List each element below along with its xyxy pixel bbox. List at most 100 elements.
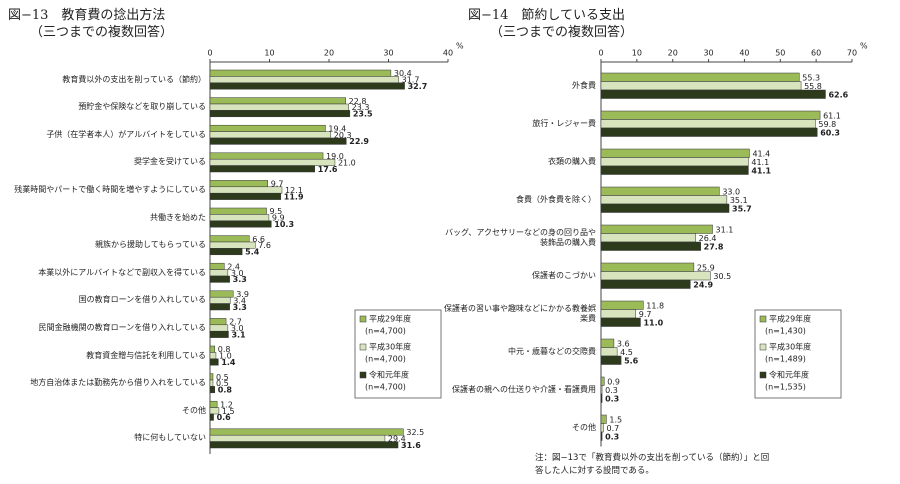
value-label: 1.4 <box>221 358 236 367</box>
category-label: 教育資金贈与信託を利用している <box>86 350 206 360</box>
bar <box>600 157 749 167</box>
category-label: 外食費 <box>572 80 596 90</box>
category-label: 保護者のこづかい <box>532 270 596 280</box>
bar <box>209 428 404 436</box>
value-label: 26.4 <box>699 234 717 243</box>
bar <box>209 192 282 200</box>
value-label: 3.3 <box>233 303 247 312</box>
value-label: 1.5 <box>222 407 235 416</box>
bar <box>209 137 347 145</box>
legend-swatch <box>759 343 767 351</box>
x-tick-label: 0 <box>207 49 212 58</box>
bar <box>209 69 392 77</box>
category-label: バッグ、アクセサリーなどの身の回り品や装飾品の購入費 <box>444 227 596 247</box>
value-label: 41.1 <box>751 158 769 167</box>
value-label: 61.1 <box>823 111 841 120</box>
bar <box>600 423 604 433</box>
bar <box>209 345 216 353</box>
bar <box>209 158 336 166</box>
x-tick-label: 10 <box>264 49 274 58</box>
category-label: 国の教育ローンを借り入れしている <box>78 295 206 305</box>
chart-title: 図−13 教育費の捻出方法 <box>8 8 166 23</box>
value-label: 3.0 <box>231 324 244 333</box>
bar <box>209 262 225 270</box>
value-label: 5.6 <box>624 356 639 365</box>
value-label: 27.8 <box>704 242 724 251</box>
value-label: 24.9 <box>693 280 713 289</box>
legend-swatch <box>759 315 767 323</box>
category-label: 預貯金や保険などを取り崩している <box>78 102 206 112</box>
value-label: 0.3 <box>605 432 619 441</box>
category-label: 保護者の習い事や趣味などにかかる教養娯楽費 <box>444 303 596 323</box>
bar <box>600 385 603 395</box>
x-tick-label: 40 <box>443 49 453 58</box>
bar <box>209 103 349 111</box>
bar <box>600 393 603 403</box>
category-label: 本業以外にアルバイトなどで副収入を得ている <box>38 267 206 277</box>
value-label: 0.3 <box>605 386 618 395</box>
legend-swatch <box>359 371 367 379</box>
category-label: 残業時間やパートで働く時間を増やすようにしている <box>14 184 206 194</box>
bar <box>209 131 332 139</box>
bar <box>600 431 603 441</box>
bar <box>209 235 250 243</box>
value-label: 3.9 <box>236 290 249 299</box>
value-label: 17.6 <box>318 165 338 174</box>
bar <box>600 89 826 99</box>
bar <box>209 110 351 118</box>
bar <box>209 379 214 387</box>
bar <box>600 203 730 213</box>
value-label: 4.5 <box>620 348 633 357</box>
x-tick-label: 20 <box>668 49 678 58</box>
value-label: 1.0 <box>219 352 232 361</box>
value-label: 9.9 <box>272 214 285 223</box>
value-label: 0.6 <box>217 413 232 422</box>
category-label: 民間金融機関の教育ローンを借り入れしている <box>38 322 206 332</box>
chart-subtitle: （三つまでの複数回答） <box>30 25 174 40</box>
bar <box>209 97 346 105</box>
bar <box>209 220 272 228</box>
bar <box>209 413 214 421</box>
bar <box>600 317 641 327</box>
value-label: 19.0 <box>326 152 344 161</box>
value-label: 33.0 <box>722 187 740 196</box>
x-tick-label: 70 <box>847 49 857 58</box>
value-label: 21.0 <box>338 158 356 167</box>
note: 注：図−13で「教育費以外の支出を削っている（節約）」と回答した人に対する設問で… <box>535 453 770 476</box>
category-label: 親族から援助してもらっている <box>95 240 206 250</box>
x-tick-label: 20 <box>324 49 334 58</box>
value-label: 1.5 <box>609 415 622 424</box>
bar <box>209 434 386 442</box>
legend-swatch <box>359 315 367 323</box>
x-tick-label: 40 <box>739 49 749 58</box>
value-label: 3.0 <box>231 269 244 278</box>
legend-label: 平成30年度 <box>769 342 811 352</box>
bar <box>209 373 214 381</box>
bar <box>600 376 605 386</box>
x-tick-label: 50 <box>775 49 785 58</box>
value-label: 29.4 <box>388 434 406 443</box>
value-label: 11.9 <box>284 192 304 201</box>
chart-title: 図−14 節約している支出 <box>468 8 626 23</box>
bar <box>600 355 622 365</box>
category-label: その他 <box>182 405 206 415</box>
legend-swatch <box>759 371 767 379</box>
value-label: 10.3 <box>274 220 294 229</box>
bar <box>600 279 691 289</box>
bar <box>209 186 283 194</box>
legend-sample: (n=1,489) <box>765 355 806 364</box>
legend-label: 平成29年度 <box>369 314 411 324</box>
x-tick-label: 0 <box>598 49 603 58</box>
value-label: 35.7 <box>732 204 752 213</box>
category-label: その他 <box>572 422 596 432</box>
category-label: 共働きを始めた <box>150 212 206 222</box>
value-label: 25.9 <box>697 263 715 272</box>
bar <box>600 233 696 243</box>
legend-label: 平成29年度 <box>769 314 811 324</box>
value-label: 32.7 <box>408 82 428 91</box>
value-label: 6.6 <box>252 235 265 244</box>
value-label: 31.1 <box>716 225 734 234</box>
legend-sample: (n=1,535) <box>765 383 806 392</box>
bar <box>600 338 615 348</box>
